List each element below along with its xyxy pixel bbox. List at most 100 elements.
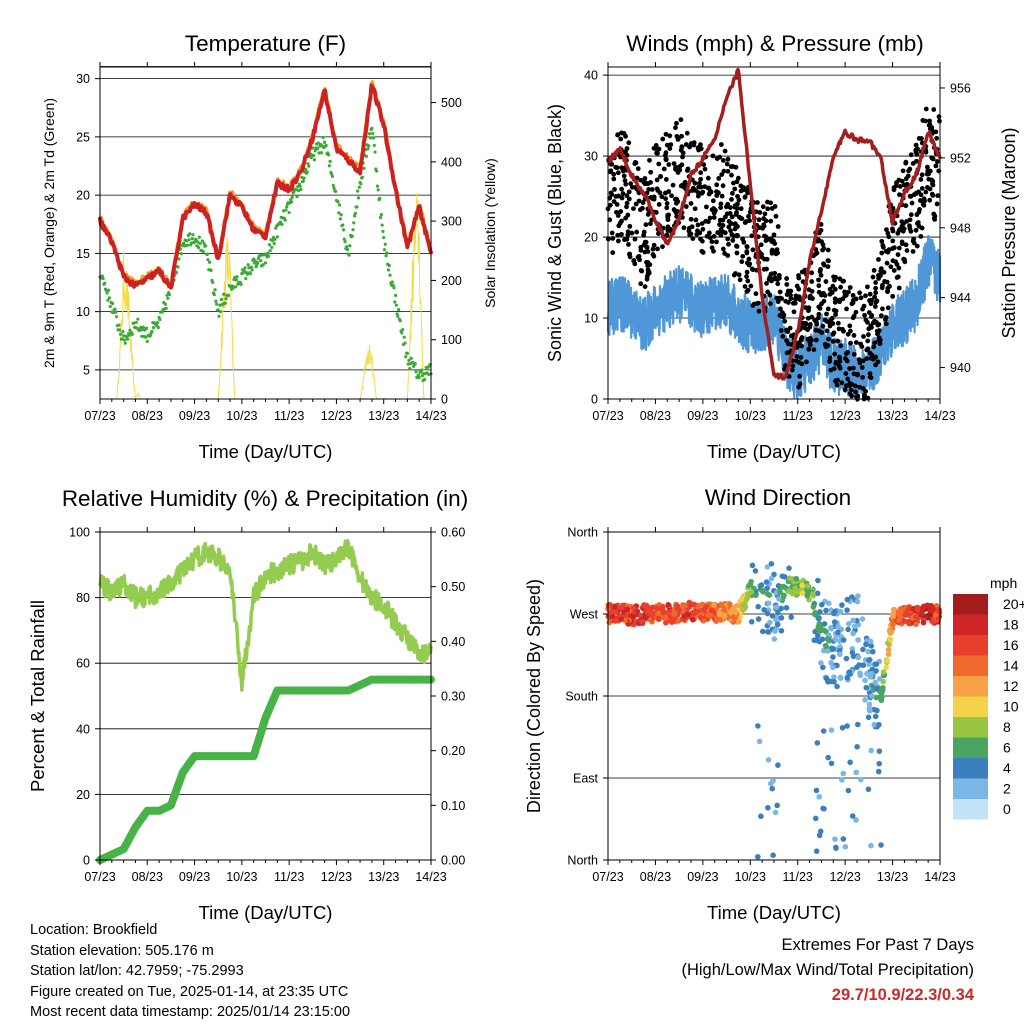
wind-gust-point <box>831 307 837 313</box>
wind-direction-point <box>876 748 883 754</box>
wind-gust-point <box>907 193 913 199</box>
wind-gust-point <box>698 170 704 176</box>
wind-gust-point <box>914 152 920 157</box>
wind-gust-point <box>656 231 661 237</box>
dewpoint-point <box>243 266 247 270</box>
wind-gust-point <box>919 186 925 191</box>
wind-direction-point <box>862 677 868 684</box>
wind-gust-point <box>646 187 652 192</box>
wind-direction-point <box>840 836 847 842</box>
wind-gust-point <box>883 248 889 254</box>
wind-gust-point <box>811 347 817 353</box>
wind-gust-point <box>694 231 700 237</box>
wind-gust-point <box>624 146 630 151</box>
wind-gust-point <box>918 233 924 239</box>
dewpoint-point <box>114 315 119 319</box>
temperature-2m-line <box>98 83 433 290</box>
wind-gust-point <box>884 279 890 285</box>
wind-direction-point <box>853 817 859 823</box>
dewpoint-point <box>400 331 404 335</box>
wind-gust-point <box>748 283 754 289</box>
dewpoint-point <box>383 242 387 246</box>
wind-gust-point <box>925 185 930 190</box>
wind-gust-point <box>746 256 752 262</box>
dewpoint-point <box>198 241 202 246</box>
temperature-y2-tick-label: 200 <box>441 274 462 288</box>
wind-gust-point <box>827 359 832 364</box>
wind-direction-point <box>771 571 777 578</box>
dewpoint-point <box>194 237 198 242</box>
wind-direction-point <box>810 604 817 610</box>
wind-gust-point <box>643 222 649 228</box>
wind-gust-point <box>873 290 879 296</box>
wind-gust-point <box>667 226 673 232</box>
dewpoint-point <box>223 301 227 305</box>
legend-label: 4 <box>1003 760 1011 776</box>
wind-gust-point <box>834 382 840 388</box>
wind-gust-point <box>876 328 882 333</box>
wind-gust-point <box>632 236 638 242</box>
dewpoint-point <box>247 266 251 270</box>
dewpoint-point <box>379 213 383 217</box>
wind-gust-point <box>734 233 740 239</box>
direction-x-tick-label: 12/23 <box>830 870 861 884</box>
wind-direction-point <box>844 607 850 613</box>
dewpoint-point <box>382 248 387 252</box>
wind-direction-point <box>645 610 651 616</box>
wind-gust-point <box>699 221 705 226</box>
wind-gust-point <box>714 239 719 245</box>
wind-gust-point <box>651 196 657 202</box>
wind-gust-point <box>710 198 716 204</box>
wind-gust-point <box>623 215 628 221</box>
wind-gust-point <box>774 247 780 252</box>
wind-gust-point <box>927 118 933 124</box>
wind-gust-point <box>927 197 933 203</box>
wind-direction-point <box>782 574 788 580</box>
wind-gust-point <box>861 334 866 339</box>
wind-gust-point <box>935 193 941 199</box>
wind-gust-point <box>653 143 659 148</box>
wind-gust-point <box>740 253 746 259</box>
direction-x-tick-label: 08/23 <box>640 870 671 884</box>
wind-direction-point <box>817 628 824 634</box>
wind-direction-point <box>890 613 896 620</box>
extremes-values: 29.7/10.9/22.3/0.34 <box>831 986 974 1004</box>
wind-gust-point <box>755 300 761 306</box>
wind-gust-point <box>826 336 831 342</box>
wind-gust-point <box>884 260 890 266</box>
wind-direction-point <box>873 668 879 674</box>
wind-gust-point <box>688 141 694 146</box>
dewpoint-point <box>197 235 201 239</box>
wind-direction-point <box>786 565 792 571</box>
wind-gust-point <box>872 294 878 300</box>
wind-gust-point <box>876 257 881 262</box>
wind-direction-point <box>878 842 884 848</box>
wind-gust-point <box>769 248 775 254</box>
wind-direction-point <box>898 608 905 615</box>
wind-gust-point <box>850 315 856 321</box>
wind-gust-point <box>844 306 849 312</box>
wind-gust-point <box>641 179 647 185</box>
dewpoint-point <box>246 263 250 267</box>
dewpoint-point <box>372 143 376 148</box>
dewpoint-point <box>139 325 143 329</box>
wind-gust-point <box>664 142 670 148</box>
wind-gust-point <box>710 153 716 159</box>
wind-gust-point <box>790 363 796 369</box>
wind-gust-point <box>679 133 684 139</box>
wind-gust-point <box>799 343 805 349</box>
wind-gust-point <box>750 247 756 253</box>
wind-direction-point <box>612 617 619 624</box>
wind-gust-point <box>836 363 842 369</box>
wind-direction-point <box>920 619 927 626</box>
dewpoint-point <box>364 154 368 158</box>
temperature-x-tick-label: 14/23 <box>415 409 446 423</box>
wind-gust-point <box>767 301 773 307</box>
dewpoint-point <box>330 174 335 179</box>
wind-gust-point <box>871 267 877 273</box>
wind-gust-point <box>719 193 725 199</box>
wind-gust-point <box>615 232 621 238</box>
wind-gust-point <box>874 298 880 304</box>
dewpoint-point <box>350 234 354 238</box>
dewpoint-point <box>404 355 408 359</box>
